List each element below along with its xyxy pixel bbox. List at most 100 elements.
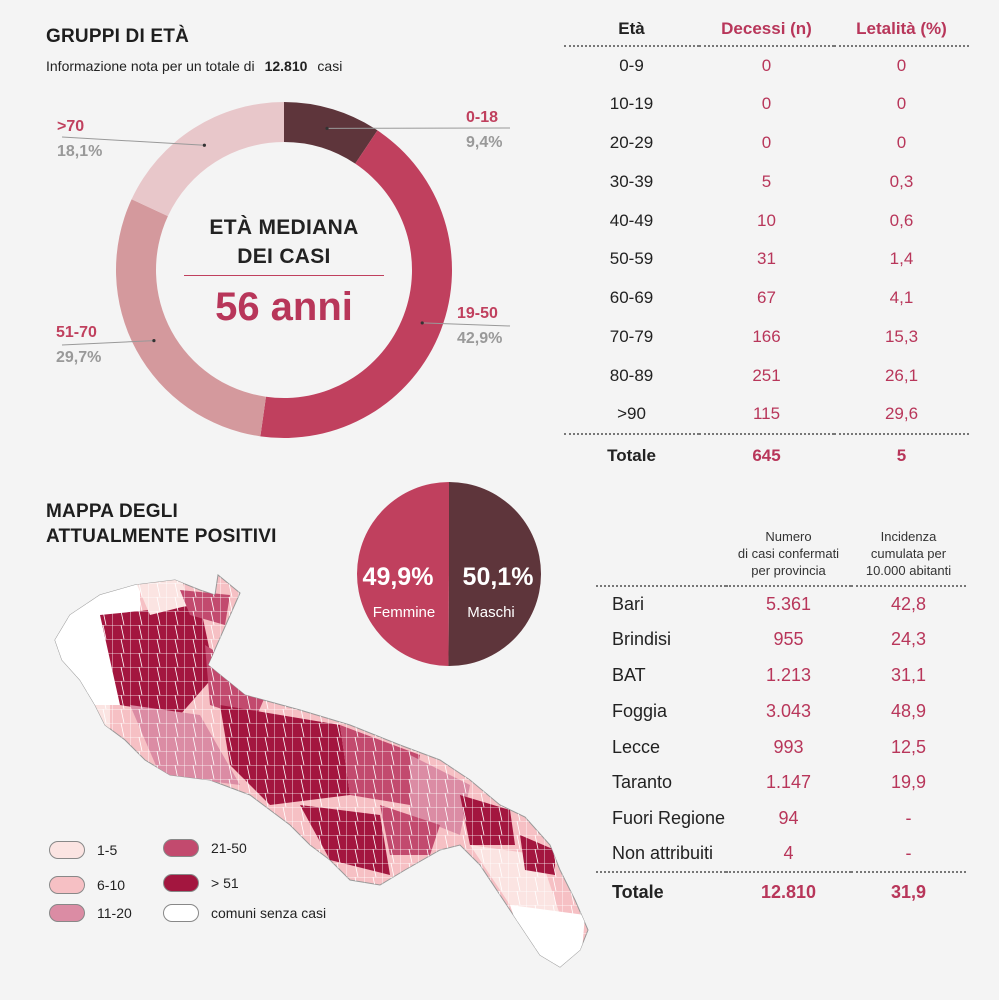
donut-slice-0-18	[284, 102, 378, 164]
province-table-row: Lecce 993 12,5	[596, 729, 966, 765]
median-age-title: ETÀ MEDIANA DEI CASI	[184, 213, 384, 271]
puglia-map	[54, 574, 589, 968]
male-pct: 50,1%	[462, 563, 534, 591]
donut-pct-51-70: 29,7%	[56, 349, 102, 366]
province-table-row: Fuori Regione 94 -	[596, 801, 966, 837]
age-total-cell-1: 645	[752, 446, 781, 466]
sex-slice-female	[357, 482, 449, 666]
province-cell-1: 955	[773, 629, 804, 650]
age-cell-0: 30-39	[609, 171, 654, 191]
age-total-cell-2: 5	[896, 446, 907, 466]
province-cell-1: 3.043	[765, 700, 812, 721]
median-age-title-line1: ETÀ MEDIANA	[209, 216, 359, 239]
province-table-row: Non attribuiti 4 -	[596, 837, 966, 873]
province-cell-2: 19,9	[890, 772, 927, 793]
province-cell-1: 1.147	[765, 772, 812, 793]
donut-slice-over-70	[131, 102, 284, 217]
legend-label-no-cases: comuni senza casi	[211, 905, 327, 921]
province-total-cell-2: 31,9	[890, 882, 927, 903]
age-table-row: 20-29 0 0	[564, 124, 969, 163]
province-cell-0: Taranto	[612, 772, 673, 793]
province-cell-2: -	[905, 808, 912, 829]
legend-label-6-10: 6-10	[97, 877, 126, 893]
legend-swatch-over-51	[163, 874, 199, 892]
age-cell-1: 0	[761, 132, 772, 152]
cases-col-header: Numero di casi confermati per provincia	[726, 528, 851, 586]
province-cell-0: Brindisi	[612, 629, 672, 650]
province-total-cell-1: 12.810	[760, 882, 817, 903]
age-cell-1: 10	[757, 210, 776, 230]
age-cell-2: 0,3	[889, 171, 914, 191]
donut-slice-51-70	[116, 199, 266, 437]
province-cell-1: 94	[778, 808, 799, 829]
age-cell-2: 0	[896, 94, 907, 114]
donut-leader-dot	[202, 143, 206, 147]
age-table-row: >90 115 29,6	[564, 395, 969, 434]
map-legend-col2: 21-50 > 51 comuni senza casi	[163, 835, 326, 926]
donut-label-51-70: 51-70	[56, 324, 97, 341]
legend-item-21-50: 21-50	[163, 835, 326, 861]
female-pct: 49,9%	[362, 563, 434, 591]
age-table-row: 50-59 31 1,4	[564, 240, 969, 279]
province-cell-0: Foggia	[612, 700, 668, 721]
province-col-header	[596, 528, 726, 586]
age-col-header: Età	[618, 18, 645, 38]
legend-swatch-11-20	[49, 904, 85, 922]
age-subtitle-value: 12.810	[264, 58, 308, 74]
age-cell-2: 0	[896, 132, 907, 152]
donut-pct-over-70: 18,1%	[57, 143, 103, 160]
age-cell-2: 29,6	[884, 404, 919, 424]
age-table-row: 30-39 5 0,3	[564, 162, 969, 201]
province-table-header-row: Numero di casi confermati per provincia …	[596, 528, 966, 586]
cases-header-line2: di casi confermati	[737, 546, 840, 561]
province-cell-0: Fuori Regione	[612, 808, 726, 829]
donut-label-over-70: >70	[57, 118, 85, 135]
age-cell-0: >90	[617, 404, 646, 424]
age-table-total-row: Totale 645 5	[564, 433, 969, 478]
province-cell-1: 5.361	[765, 593, 812, 614]
female-label: Femmine	[372, 604, 436, 621]
province-cell-2: 24,3	[890, 629, 927, 650]
donut-leader-line	[61, 340, 154, 346]
age-cell-2: 1,4	[889, 249, 914, 269]
median-age-title-line2: DEI CASI	[237, 245, 331, 268]
legend-swatch-no-cases	[163, 904, 199, 922]
age-table-row: 60-69 67 4,1	[564, 279, 969, 318]
age-cell-1: 31	[757, 249, 776, 269]
age-cell-0: 70-79	[609, 326, 654, 346]
province-cell-2: -	[905, 843, 912, 864]
age-table-header-row: Età Decessi (n) Letalità (%)	[564, 12, 969, 46]
map-legend-col1: 1-5 6-10 11-20	[49, 837, 132, 926]
donut-slice-19-50	[260, 130, 453, 438]
age-table-row: 40-49 10 0,6	[564, 201, 969, 240]
deaths-col-header: Decessi (n)	[721, 18, 812, 38]
age-cell-0: 40-49	[609, 210, 654, 230]
incidence-col-header: Incidenza cumulata per 10.000 abitanti	[851, 528, 966, 586]
province-cell-1: 993	[773, 736, 804, 757]
legend-label-over-51: > 51	[211, 875, 239, 891]
province-cell-0: Bari	[612, 593, 645, 614]
cases-header-line1: Numero	[765, 529, 812, 544]
legend-label-1-5: 1-5	[97, 842, 118, 858]
incidence-header-line1: Incidenza	[880, 529, 937, 544]
age-deaths-table: Età Decessi (n) Letalità (%) 0-9 0 0 10-19 0…	[564, 12, 969, 478]
legend-swatch-1-5	[49, 841, 85, 859]
lethality-col-header: Letalità (%)	[856, 18, 947, 38]
map-section-title: MAPPA DEGLI ATTUALMENTE POSITIVI	[46, 499, 277, 549]
map-title-line1: MAPPA DEGLI	[46, 501, 179, 522]
incidence-header-line3: 10.000 abitanti	[865, 563, 952, 578]
province-cell-2: 31,1	[890, 664, 927, 685]
donut-label-19-50: 19-50	[457, 305, 498, 322]
age-cell-2: 0,6	[889, 210, 914, 230]
donut-leader-dot	[325, 126, 329, 130]
median-age-value: 56 anni	[215, 285, 353, 329]
province-cell-2: 12,5	[890, 736, 927, 757]
age-cell-2: 0	[896, 55, 907, 75]
age-cell-1: 251	[752, 365, 781, 385]
age-subtitle-prefix: Informazione nota per un totale di	[46, 58, 255, 74]
age-table-row: 70-79 166 15,3	[564, 318, 969, 357]
donut-leader-dot	[420, 321, 424, 325]
median-age-divider	[184, 275, 384, 276]
age-donut-chart	[61, 102, 511, 438]
province-table-row: Brindisi 955 24,3	[596, 622, 966, 658]
